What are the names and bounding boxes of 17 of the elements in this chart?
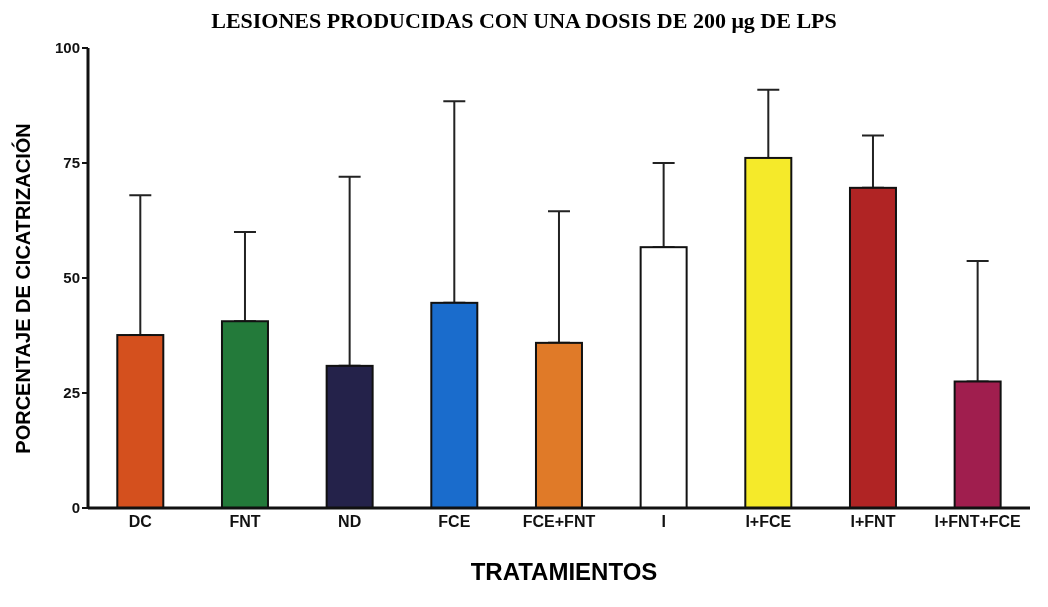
y-tick-label: 100	[54, 39, 80, 57]
y-tick-label: 25	[63, 384, 80, 402]
x-tick-label: ND	[338, 513, 362, 531]
x-tick-label: I+FCE	[745, 513, 792, 531]
x-tick-label: DC	[128, 513, 153, 531]
chart-title: LESIONES PRODUCIDAS CON UNA DOSIS DE 200 μg DE LPS	[210, 8, 838, 35]
y-tick-label: 0	[71, 499, 80, 517]
y-axis-title: PORCENTAJE DE CICATRIZACIÓN	[11, 122, 35, 454]
x-axis-title: TRATAMIENTOS	[469, 558, 659, 586]
x-tick-label: I	[661, 513, 666, 531]
x-tick-label: I+FNT	[850, 513, 896, 531]
y-tick-label: 75	[63, 154, 80, 172]
x-tick-label: I+FNT+FCE	[934, 513, 1022, 531]
x-tick-label: FNT	[229, 513, 261, 531]
x-tick-label: FCE	[438, 513, 471, 531]
x-tick-label: FCE+FNT	[522, 513, 596, 531]
y-tick-label: 50	[63, 269, 80, 287]
